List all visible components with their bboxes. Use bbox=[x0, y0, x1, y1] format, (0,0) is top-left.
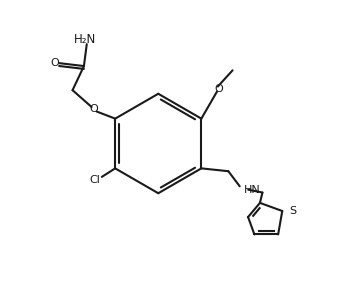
Text: HN: HN bbox=[243, 185, 260, 195]
Text: O: O bbox=[215, 84, 224, 94]
Text: H₂N: H₂N bbox=[74, 32, 96, 46]
Text: S: S bbox=[289, 206, 296, 216]
Text: O: O bbox=[50, 58, 59, 68]
Text: Cl: Cl bbox=[89, 175, 100, 185]
Text: O: O bbox=[89, 104, 98, 114]
